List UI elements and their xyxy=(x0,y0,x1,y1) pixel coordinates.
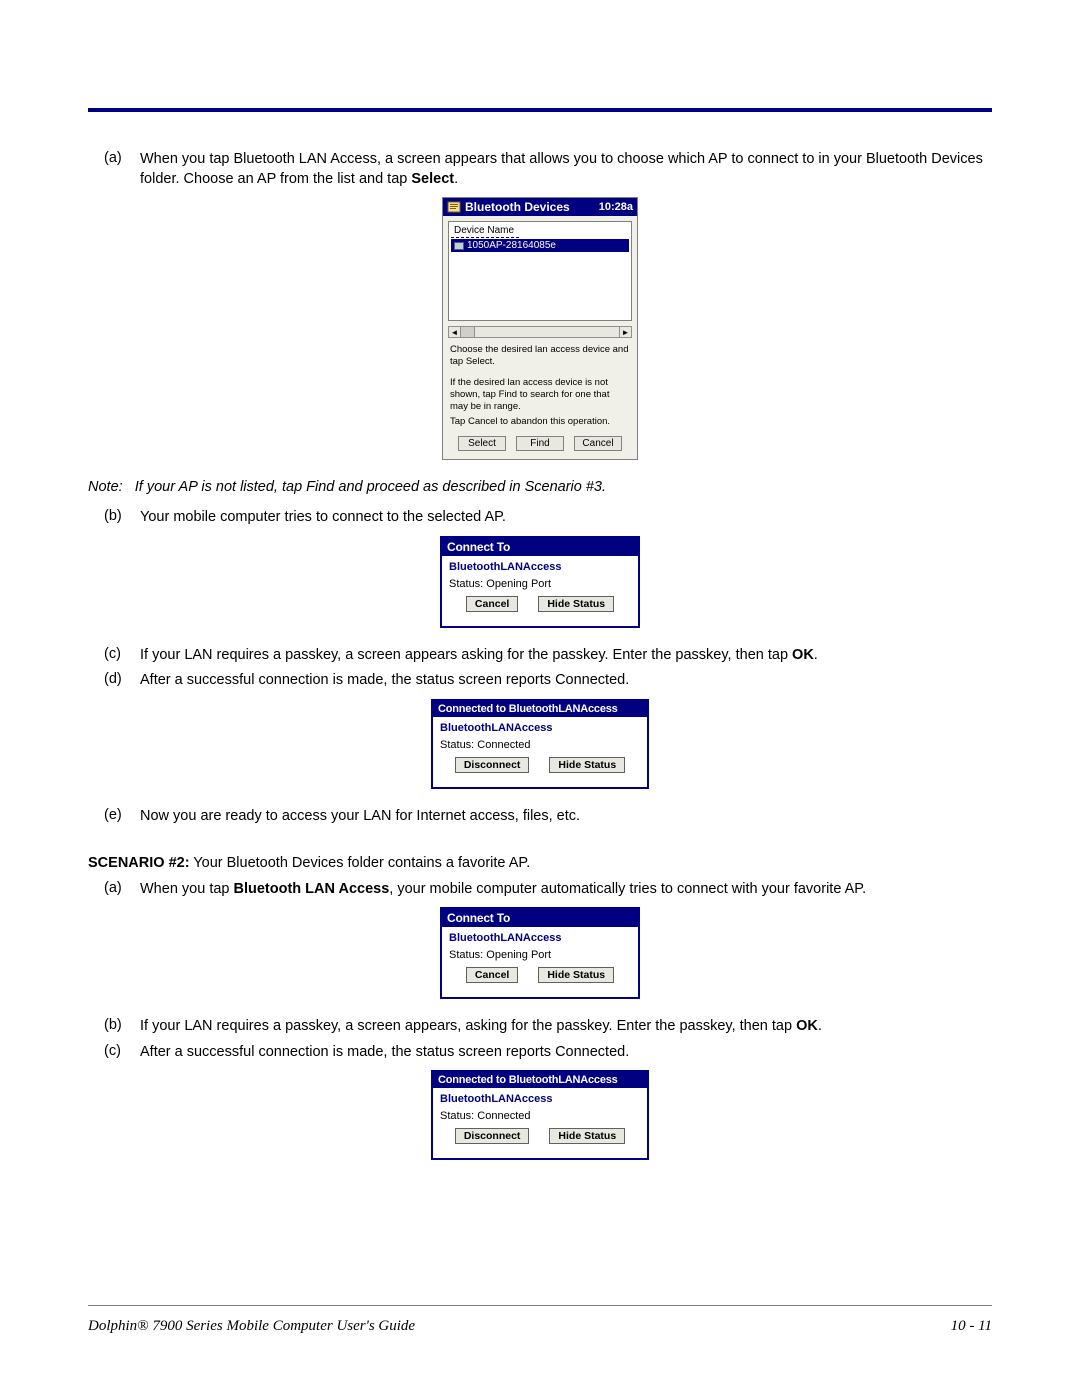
step-list-1: (a) When you tap Bluetooth LAN Access, a… xyxy=(88,150,992,189)
bt-device-list[interactable]: Device Name 1050AP-28164085e xyxy=(448,221,632,321)
step-a-text-2: . xyxy=(454,171,458,187)
s2-b-text-1: If your LAN requires a passkey, a screen… xyxy=(140,1018,796,1034)
s2-c-body: After a successful connection is made, t… xyxy=(140,1043,992,1063)
bt-button-row: Select Find Cancel xyxy=(443,430,637,459)
cancel-button[interactable]: Cancel xyxy=(574,436,622,451)
connect-cancel-button-1[interactable]: Cancel xyxy=(466,596,518,612)
bt-app-icon xyxy=(447,200,461,214)
connect-hide-button-1[interactable]: Hide Status xyxy=(538,596,614,612)
step-b-body: Your mobile computer tries to connect to… xyxy=(140,508,992,528)
bt-title-time: 10:28a xyxy=(599,201,633,213)
bt-help-1: Choose the desired lan access device and… xyxy=(443,341,637,371)
connect-hide-button-2[interactable]: Hide Status xyxy=(538,967,614,983)
bt-scrollbar[interactable]: ◄ ► xyxy=(448,326,632,338)
step-a-bold: Select xyxy=(411,171,454,187)
bt-title-text: Bluetooth Devices xyxy=(465,200,570,214)
s2-a-marker: (a) xyxy=(104,880,126,900)
s2-b-bold: OK xyxy=(796,1018,818,1034)
connected-status-1: Status: Connected xyxy=(433,736,647,757)
connected-title-1: Connected to BluetoothLANAccess xyxy=(433,701,647,717)
connected-hide-button-1[interactable]: Hide Status xyxy=(549,757,625,773)
s2-a-text-1: When you tap xyxy=(140,881,234,897)
footer-right: 10 - 11 xyxy=(951,1318,992,1335)
connect-cancel-button-2[interactable]: Cancel xyxy=(466,967,518,983)
bt-titlebar: Bluetooth Devices 10:28a xyxy=(443,198,637,216)
note-line: Note: If your AP is not listed, tap Find… xyxy=(88,478,992,498)
s2-a-bold: Bluetooth LAN Access xyxy=(234,881,390,897)
bt-help-2: If the desired lan access device is not … xyxy=(443,371,637,416)
scroll-thumb[interactable] xyxy=(461,327,475,337)
connect-sub-2: BluetoothLANAccess xyxy=(442,927,638,946)
step-d-marker: (d) xyxy=(104,671,126,691)
step-a-text-1: When you tap Bluetooth LAN Access, a scr… xyxy=(140,151,983,187)
scenario-2-text: Your Bluetooth Devices folder contains a… xyxy=(190,855,531,871)
step-c-bold: OK xyxy=(792,647,814,663)
connect-status-2: Status: Opening Port xyxy=(442,946,638,967)
step-a-marker: (a) xyxy=(104,150,126,189)
connect-to-dialog-1: Connect To BluetoothLANAccess Status: Op… xyxy=(440,536,640,628)
footer-left: Dolphin® 7900 Series Mobile Computer Use… xyxy=(88,1318,415,1335)
bt-column-header: Device Name xyxy=(451,224,519,238)
page-footer: Dolphin® 7900 Series Mobile Computer Use… xyxy=(88,1318,992,1335)
find-button[interactable]: Find xyxy=(516,436,564,451)
bluetooth-devices-window: Bluetooth Devices 10:28a Device Name 105… xyxy=(442,197,638,460)
bt-device-row[interactable]: 1050AP-28164085e xyxy=(451,239,629,252)
step-b-marker: (b) xyxy=(104,508,126,528)
step-c-body: If your LAN requires a passkey, a screen… xyxy=(140,646,992,666)
s2-a-body: When you tap Bluetooth LAN Access, your … xyxy=(140,880,992,900)
s2-b-text-2: . xyxy=(818,1018,822,1034)
s2-c-marker: (c) xyxy=(104,1043,126,1063)
scroll-right-icon[interactable]: ► xyxy=(619,327,631,337)
bt-device-label: 1050AP-28164085e xyxy=(467,240,556,251)
select-button[interactable]: Select xyxy=(458,436,506,451)
connected-title-2: Connected to BluetoothLANAccess xyxy=(433,1072,647,1088)
bt-help-3: Tap Cancel to abandon this operation. xyxy=(443,416,637,431)
page-content: (a) When you tap Bluetooth LAN Access, a… xyxy=(88,150,992,1178)
connected-hide-button-2[interactable]: Hide Status xyxy=(549,1128,625,1144)
connect-title-2: Connect To xyxy=(442,909,638,927)
scenario-2-label: SCENARIO #2: xyxy=(88,855,190,871)
disconnect-button-1[interactable]: Disconnect xyxy=(455,757,530,773)
connect-to-dialog-2: Connect To BluetoothLANAccess Status: Op… xyxy=(440,907,640,999)
connected-sub-2: BluetoothLANAccess xyxy=(433,1088,647,1107)
device-icon xyxy=(454,242,464,250)
s2-b-marker: (b) xyxy=(104,1017,126,1037)
connected-status-2: Status: Connected xyxy=(433,1107,647,1128)
step-e-body: Now you are ready to access your LAN for… xyxy=(140,807,992,827)
footer-rule xyxy=(88,1305,992,1306)
connected-dialog-2: Connected to BluetoothLANAccess Bluetoot… xyxy=(431,1070,649,1160)
connected-dialog-1: Connected to BluetoothLANAccess Bluetoot… xyxy=(431,699,649,789)
step-a-body: When you tap Bluetooth LAN Access, a scr… xyxy=(140,150,992,189)
step-d-body: After a successful connection is made, t… xyxy=(140,671,992,691)
step-e-marker: (e) xyxy=(104,807,126,827)
scroll-left-icon[interactable]: ◄ xyxy=(449,327,461,337)
step-c-text-2: . xyxy=(814,647,818,663)
connect-sub-1: BluetoothLANAccess xyxy=(442,556,638,575)
connected-sub-1: BluetoothLANAccess xyxy=(433,717,647,736)
step-c-marker: (c) xyxy=(104,646,126,666)
s2-b-body: If your LAN requires a passkey, a screen… xyxy=(140,1017,992,1037)
scenario-2-line: SCENARIO #2: Your Bluetooth Devices fold… xyxy=(88,854,992,874)
disconnect-button-2[interactable]: Disconnect xyxy=(455,1128,530,1144)
connect-status-1: Status: Opening Port xyxy=(442,575,638,596)
s2-a-text-2: , your mobile computer automatically tri… xyxy=(389,881,866,897)
note-prefix: Note: xyxy=(88,479,123,495)
step-c-text-1: If your LAN requires a passkey, a screen… xyxy=(140,647,792,663)
note-body: If your AP is not listed, tap Find and p… xyxy=(135,479,606,495)
header-rule xyxy=(88,108,992,112)
connect-title-1: Connect To xyxy=(442,538,638,556)
